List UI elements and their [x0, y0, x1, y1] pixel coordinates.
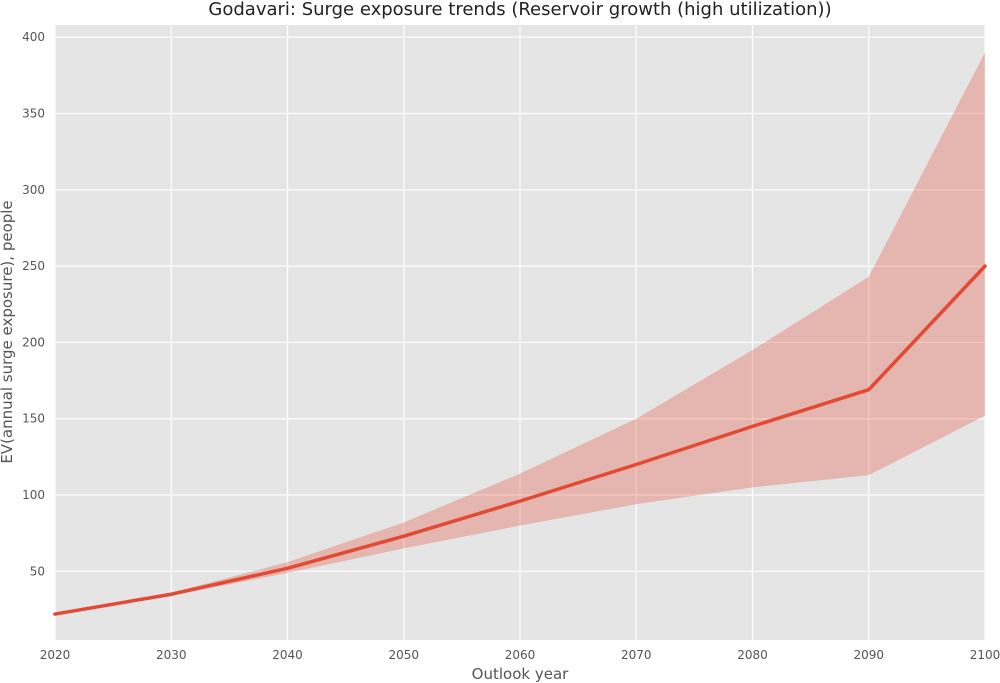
data-point — [402, 534, 406, 538]
x-tick-label: 2070 — [621, 648, 652, 662]
y-tick-label: 150 — [22, 412, 45, 426]
x-tick-label: 2020 — [40, 648, 71, 662]
data-point — [750, 424, 755, 428]
chart-title: Godavari: Surge exposure trends (Reservo… — [208, 0, 831, 20]
data-point — [518, 499, 522, 503]
data-point — [285, 566, 290, 570]
data-point — [983, 264, 987, 268]
data-point — [634, 462, 638, 467]
y-tick-label: 400 — [22, 30, 45, 44]
x-axis-label: Outlook year — [472, 665, 569, 683]
y-tick-label: 250 — [22, 259, 45, 273]
x-tick-label: 2050 — [388, 648, 419, 662]
x-tick-label: 2100 — [970, 648, 1000, 662]
x-tick-label: 2060 — [505, 648, 536, 662]
x-tick-label: 2090 — [853, 648, 884, 662]
y-tick-label: 100 — [22, 488, 45, 502]
data-point — [867, 388, 871, 392]
x-tick-label: 2080 — [737, 648, 768, 662]
x-tick-label: 2030 — [156, 648, 187, 662]
series-lines — [53, 264, 987, 616]
y-tick-label: 200 — [22, 335, 45, 349]
x-tick-label: 2040 — [272, 648, 303, 662]
uncertainty-band — [55, 52, 985, 615]
x-tick-labels: 2020 2030 2040 2050 2060 2070 2080 2090 2100 — [40, 648, 1000, 662]
confidence-band — [55, 52, 985, 615]
y-tick-label: 300 — [22, 183, 45, 197]
y-tick-labels: 50 100 150 200 250 300 350 400 — [22, 30, 45, 578]
y-tick-label: 350 — [22, 107, 45, 121]
y-tick-label: 50 — [30, 564, 45, 578]
y-axis-label: EV(annual surge exposure), people — [0, 200, 16, 463]
data-point — [169, 592, 173, 596]
grid — [54, 25, 986, 640]
data-point — [53, 612, 57, 616]
